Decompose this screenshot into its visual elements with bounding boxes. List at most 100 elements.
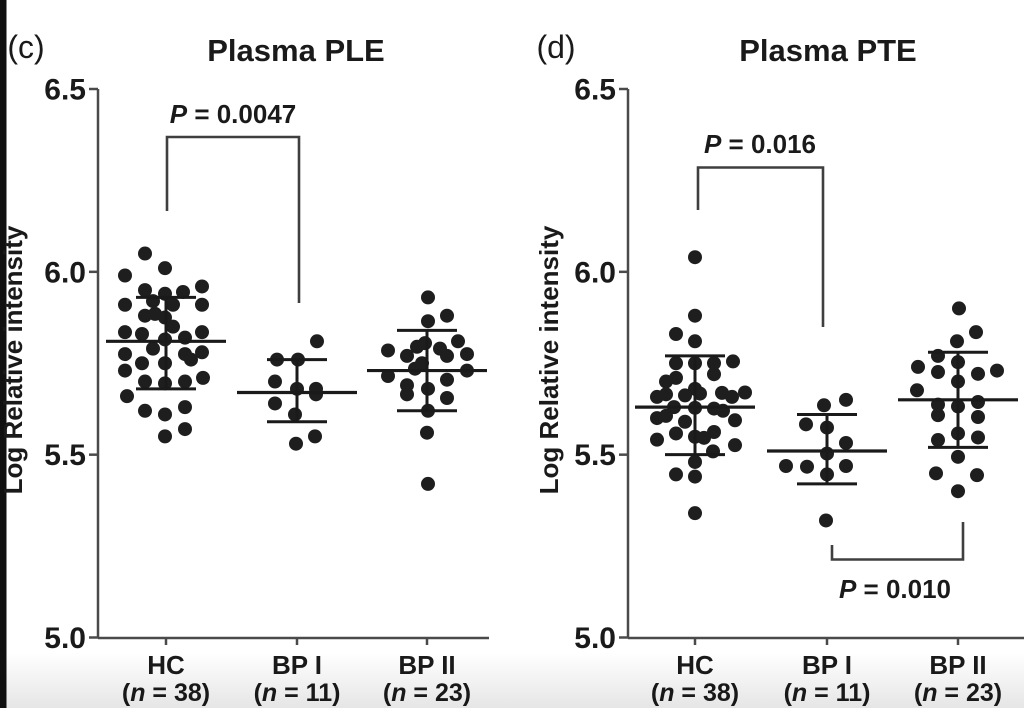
data-point xyxy=(135,356,149,371)
data-point xyxy=(166,319,180,334)
data-point xyxy=(931,365,945,380)
data-point xyxy=(381,369,395,384)
data-point xyxy=(911,359,925,374)
data-point xyxy=(440,308,454,323)
data-point xyxy=(910,383,924,398)
significance-bracket xyxy=(165,135,301,303)
data-point xyxy=(118,363,132,378)
bottom-edge-fade xyxy=(0,652,1024,708)
data-point xyxy=(310,334,324,349)
y-axis-label: Log Relative intensity xyxy=(534,225,564,494)
data-point xyxy=(195,279,209,294)
y-tick-label: 6.5 xyxy=(574,74,616,107)
y-tick-label: 6.5 xyxy=(44,74,86,107)
data-point xyxy=(688,250,702,265)
data-point xyxy=(970,468,984,483)
data-point xyxy=(289,436,303,451)
data-point xyxy=(138,374,152,389)
data-point xyxy=(176,284,190,299)
significance-bracket xyxy=(830,522,965,561)
data-point xyxy=(135,326,149,341)
data-point xyxy=(118,268,132,283)
data-point xyxy=(166,297,180,312)
data-point xyxy=(148,306,162,321)
data-point xyxy=(146,341,160,356)
data-point xyxy=(451,334,465,349)
data-point xyxy=(929,466,943,481)
panel-letter: (d) xyxy=(536,29,575,65)
data-point xyxy=(420,425,434,440)
data-point xyxy=(707,367,721,382)
data-point xyxy=(178,422,192,437)
data-point xyxy=(669,326,683,341)
y-tick-label: 5.0 xyxy=(44,622,86,655)
data-point xyxy=(410,339,424,354)
data-point xyxy=(669,356,683,371)
data-point xyxy=(158,261,172,276)
data-point xyxy=(196,370,210,385)
data-point xyxy=(659,408,673,423)
data-point xyxy=(268,374,282,389)
data-point xyxy=(158,407,172,422)
data-point xyxy=(990,363,1004,378)
data-point xyxy=(971,430,985,445)
data-point xyxy=(659,374,673,389)
data-point xyxy=(688,469,702,484)
left-edge-bar xyxy=(0,0,7,708)
data-point xyxy=(158,429,172,444)
p-value-label: P = 0.016 xyxy=(704,129,816,159)
chart-title: Plasma PLE xyxy=(207,33,384,68)
data-point xyxy=(971,395,985,410)
data-point xyxy=(118,325,132,340)
y-tick-label: 6.0 xyxy=(44,256,86,289)
data-point xyxy=(138,403,152,418)
group-bp-i: BP I(n = 11) xyxy=(237,334,357,707)
data-point xyxy=(408,361,422,376)
p-value-label: P = 0.0047 xyxy=(170,99,297,129)
data-point xyxy=(309,387,323,402)
data-point xyxy=(118,297,132,312)
data-point xyxy=(650,389,664,404)
data-point xyxy=(421,314,435,329)
data-point xyxy=(288,407,302,422)
data-point xyxy=(779,459,793,474)
data-point xyxy=(120,389,134,404)
data-point xyxy=(707,356,721,371)
data-point xyxy=(118,347,132,362)
data-point xyxy=(971,366,985,381)
data-point xyxy=(669,426,683,441)
data-point xyxy=(440,372,454,387)
data-point xyxy=(688,454,702,469)
data-point xyxy=(460,347,474,362)
data-point xyxy=(726,354,740,369)
data-point xyxy=(381,343,395,358)
data-point xyxy=(184,352,198,367)
data-point xyxy=(268,396,282,411)
chart-title: Plasma PTE xyxy=(739,33,916,68)
data-point xyxy=(178,374,192,389)
data-point xyxy=(688,308,702,323)
panel-letter: (c) xyxy=(7,29,44,65)
data-point xyxy=(195,297,209,312)
data-point xyxy=(931,408,945,423)
data-point xyxy=(400,387,414,402)
significance-bracket xyxy=(696,166,825,327)
data-point xyxy=(931,433,945,448)
data-point xyxy=(950,334,964,349)
y-tick-label: 5.0 xyxy=(574,622,616,655)
y-axis-label: Log Relative intensity xyxy=(0,225,28,494)
data-point xyxy=(819,513,833,528)
data-point xyxy=(839,392,853,407)
data-point xyxy=(688,506,702,521)
data-point xyxy=(421,290,435,305)
data-point xyxy=(952,301,966,316)
y-tick-label: 5.5 xyxy=(574,439,616,472)
data-point xyxy=(799,417,813,432)
data-point xyxy=(969,325,983,340)
y-tick-label: 6.0 xyxy=(574,256,616,289)
data-point xyxy=(728,438,742,453)
data-point xyxy=(697,430,711,445)
data-point xyxy=(688,334,702,349)
data-point xyxy=(951,484,965,499)
